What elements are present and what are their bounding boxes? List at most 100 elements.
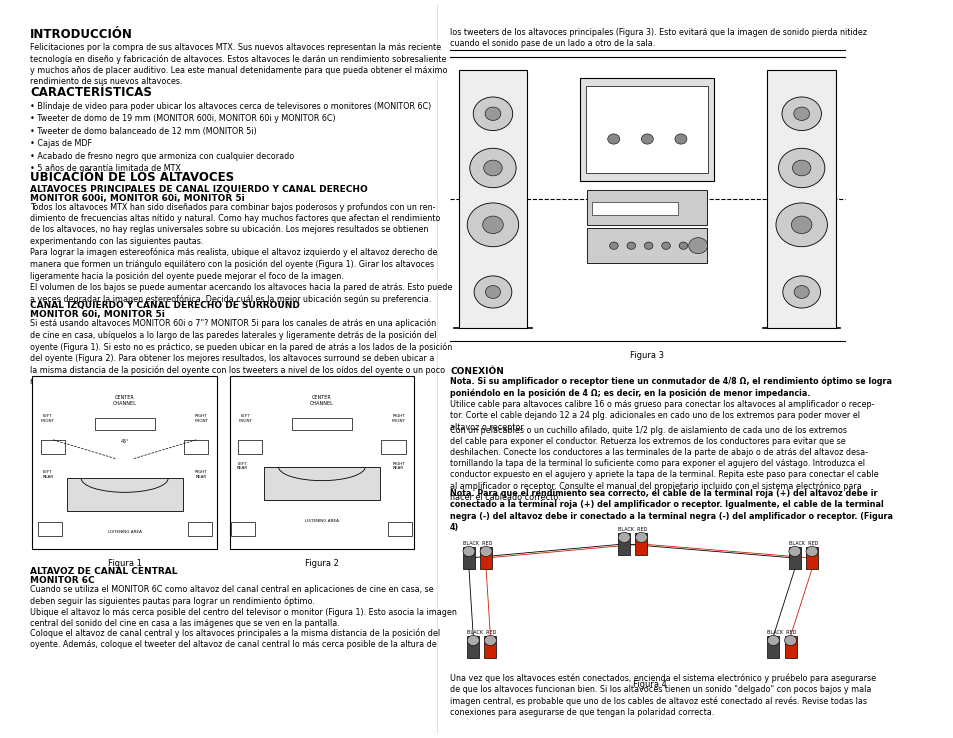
Text: CONEXIÓN: CONEXIÓN [450, 367, 503, 376]
Text: MONITOR 600i, MONITOR 60i, MONITOR 5i: MONITOR 600i, MONITOR 60i, MONITOR 5i [30, 194, 244, 203]
Bar [618, 533, 630, 555]
Circle shape [626, 242, 635, 249]
Text: ALTAVOZ DE CANAL CENTRAL: ALTAVOZ DE CANAL CENTRAL [30, 568, 177, 576]
Circle shape [474, 276, 512, 308]
Text: CENTER
CHANNEL: CENTER CHANNEL [112, 396, 136, 406]
Bar [232, 522, 255, 536]
Text: LEFT
REAR: LEFT REAR [42, 470, 53, 479]
Circle shape [640, 134, 653, 144]
Circle shape [484, 635, 496, 646]
Text: BLACK  RED: BLACK RED [618, 527, 647, 532]
Text: El volumen de los bajos se puede aumentar acercando los altavoces hacia la pared: El volumen de los bajos se puede aumenta… [30, 283, 452, 303]
Circle shape [674, 134, 686, 144]
Text: LEFT
FRONT: LEFT FRONT [238, 414, 252, 423]
Bar [766, 636, 779, 658]
Bar [230, 376, 414, 549]
Text: • Blindaje de video para poder ubicar los altavoces cerca de televisores o monit: • Blindaje de video para poder ubicar lo… [30, 102, 431, 111]
Text: Una vez que los altavoces estén conectados, encienda el sistema electrónico y pr: Una vez que los altavoces estén conectad… [450, 673, 875, 717]
Text: CANAL IZQUIERDO Y CANAL DERECHO DE SURROUND: CANAL IZQUIERDO Y CANAL DERECHO DE SURRO… [30, 301, 299, 310]
Text: Nota. Si su amplificador o receptor tiene un conmutador de 4/8 Ω, el rendimiento: Nota. Si su amplificador o receptor tien… [450, 376, 891, 398]
Text: Cuando se utiliza el MONITOR 6C como altavoz del canal central en aplicaciones d: Cuando se utiliza el MONITOR 6C como alt… [30, 585, 433, 606]
Circle shape [467, 635, 478, 646]
Circle shape [479, 546, 492, 556]
Text: Figura 2: Figura 2 [305, 559, 338, 568]
Text: CENTER
CHANNEL: CENTER CHANNEL [310, 396, 334, 406]
Text: Utilice cable para altavoces calibre 16 o más grueso para conectar los altavoces: Utilice cable para altavoces calibre 16 … [450, 401, 874, 432]
Text: • Tweeter de domo balanceado de 12 mm (MONITOR 5i): • Tweeter de domo balanceado de 12 mm (M… [30, 127, 256, 136]
Bar [188, 522, 212, 536]
Circle shape [805, 546, 817, 556]
Circle shape [781, 97, 821, 131]
Circle shape [484, 107, 500, 120]
Bar [587, 228, 706, 263]
Bar [587, 118, 706, 160]
Text: LISTENING AREA: LISTENING AREA [108, 531, 141, 534]
Circle shape [791, 216, 811, 233]
Bar [783, 636, 796, 658]
Circle shape [635, 532, 647, 542]
Text: Coloque el altavoz de canal central y los altavoces principales a la misma dista: Coloque el altavoz de canal central y lo… [30, 629, 439, 649]
Text: Figura 1: Figura 1 [108, 559, 141, 568]
Circle shape [783, 635, 796, 646]
Text: • Cajas de MDF: • Cajas de MDF [30, 139, 91, 148]
Text: RIGHT
FRONT: RIGHT FRONT [194, 414, 208, 423]
Text: Todos los altavoces MTX han sido diseñados para combinar bajos poderosos y profu: Todos los altavoces MTX han sido diseñad… [30, 203, 439, 246]
Text: RIGHT
REAR: RIGHT REAR [194, 470, 208, 479]
Text: Con un pelacables o un cuchillo afilado, quite 1/2 plg. de aislamiento de cada u: Con un pelacables o un cuchillo afilado,… [450, 426, 878, 502]
Circle shape [788, 546, 800, 556]
Bar [37, 522, 62, 536]
Bar [388, 522, 412, 536]
Text: MONITOR 6C: MONITOR 6C [30, 576, 94, 585]
Text: BLACK  RED: BLACK RED [462, 541, 492, 546]
Bar [264, 466, 379, 500]
Circle shape [679, 242, 687, 249]
Text: BLACK  RED: BLACK RED [788, 541, 818, 546]
Text: LEFT
FRONT: LEFT FRONT [41, 414, 55, 423]
Circle shape [793, 286, 808, 298]
Bar [788, 547, 800, 569]
Text: Si está usando altavoces MONITOR 60i o 7"? MONITOR 5i para los canales de atrás : Si está usando altavoces MONITOR 60i o 7… [30, 319, 452, 385]
Text: RIGHT
FRONT: RIGHT FRONT [392, 414, 405, 423]
Circle shape [688, 238, 707, 254]
Circle shape [482, 216, 503, 233]
Circle shape [467, 203, 518, 246]
Bar [479, 547, 492, 569]
Circle shape [792, 160, 810, 176]
Text: MONITOR 60i, MONITOR 5i: MONITOR 60i, MONITOR 5i [30, 310, 165, 319]
Circle shape [483, 160, 501, 176]
Bar [587, 190, 706, 224]
Text: RIGHT
REAR: RIGHT REAR [392, 462, 405, 470]
Text: ALTAVOCES PRINCIPALES DE CANAL IZQUIERDO Y CANAL DERECHO: ALTAVOCES PRINCIPALES DE CANAL IZQUIERDO… [30, 185, 367, 194]
Text: • Tweeter de domo de 19 mm (MONITOR 600i, MONITOR 60i y MONITOR 6C): • Tweeter de domo de 19 mm (MONITOR 600i… [30, 114, 335, 123]
Circle shape [618, 532, 630, 542]
Circle shape [782, 276, 820, 308]
Circle shape [778, 148, 824, 187]
Bar [184, 440, 208, 455]
Text: Felicitaciones por la compra de sus altavoces MTX. Sus nuevos altavoces represen: Felicitaciones por la compra de sus alta… [30, 43, 447, 86]
Text: Figura 4: Figura 4 [632, 680, 666, 689]
Bar [94, 418, 154, 430]
Text: los tweeters de los altavoces principales (Figura 3). Esto evitará que la imagen: los tweeters de los altavoces principale… [450, 28, 866, 49]
Bar [635, 533, 647, 555]
Bar [458, 70, 527, 328]
Bar [586, 86, 707, 173]
Bar [32, 376, 216, 549]
Bar [41, 440, 65, 455]
Circle shape [775, 203, 826, 246]
Bar [467, 636, 478, 658]
Text: BLACK  RED: BLACK RED [766, 630, 796, 635]
Circle shape [643, 242, 652, 249]
Text: Para lograr la imagen estereofónica más realista, ubique el altavoz izquierdo y : Para lograr la imagen estereofónica más … [30, 248, 436, 281]
Text: Nota. Para que el rendimiento sea correcto, el cable de la terminal roja (+) del: Nota. Para que el rendimiento sea correc… [450, 489, 892, 531]
Circle shape [766, 635, 779, 646]
Circle shape [609, 242, 618, 249]
Circle shape [473, 97, 512, 131]
Circle shape [485, 286, 500, 298]
Bar [238, 440, 262, 455]
Circle shape [469, 148, 516, 187]
Circle shape [661, 242, 670, 249]
Bar [591, 202, 678, 215]
Text: • Acabado de fresno negro que armoniza con cualquier decorado: • Acabado de fresno negro que armoniza c… [30, 151, 294, 161]
Bar [579, 78, 714, 181]
Text: INTRODUCCIÓN: INTRODUCCIÓN [30, 28, 132, 41]
